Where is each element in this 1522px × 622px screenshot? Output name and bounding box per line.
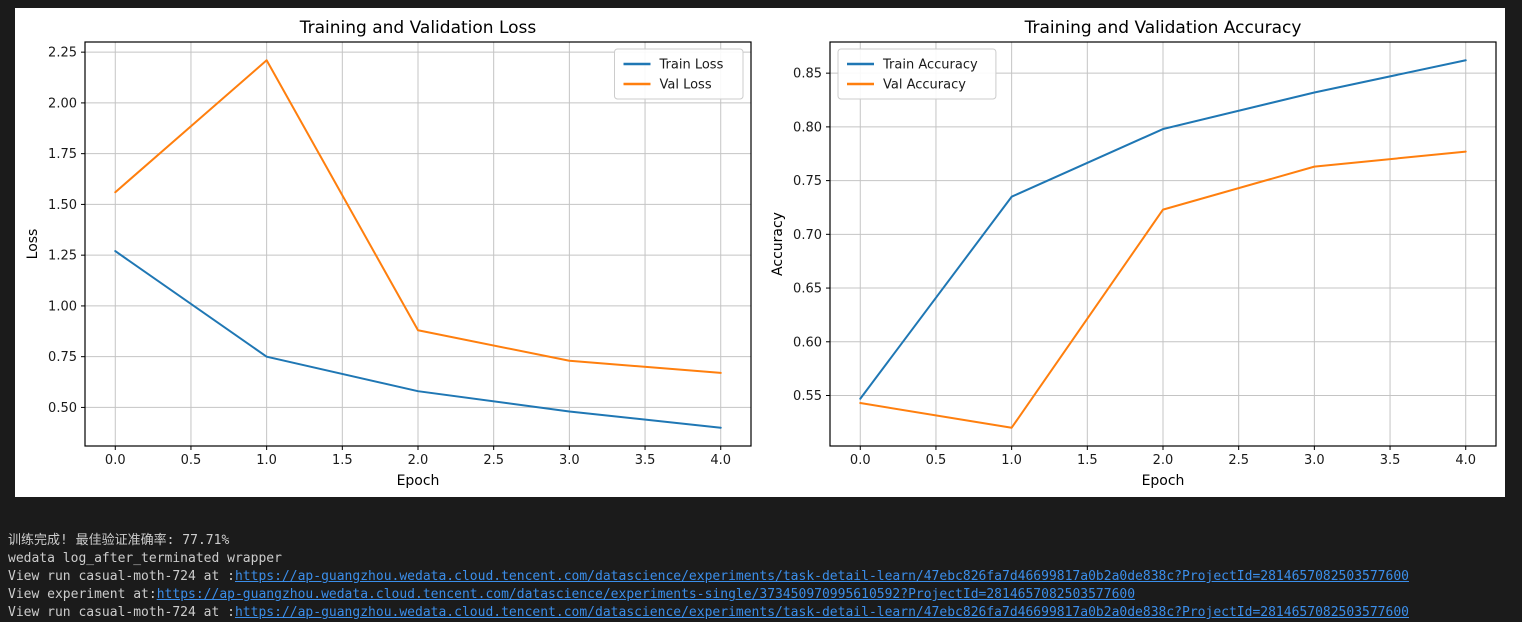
legend: Train Loss Val Loss <box>614 48 744 100</box>
experiment-link[interactable]: https://ap-guangzhou.wedata.cloud.tencen… <box>156 587 1136 602</box>
legend: Train Accuracy Val Accuracy <box>837 48 997 100</box>
y-tick-label: 1.00 <box>48 299 77 314</box>
y-tick-label: 0.80 <box>793 120 822 135</box>
x-tick-label: 1.0 <box>256 453 277 468</box>
legend-label: Val Accuracy <box>883 78 966 93</box>
x-tick-label: 2.5 <box>1228 453 1249 468</box>
legend-box <box>614 48 744 100</box>
terminal-output: 训练完成! 最佳验证准确率: 77.71% wedata log_after_t… <box>8 532 1522 622</box>
y-tick-label: 1.75 <box>48 147 77 162</box>
loss-chart: 0.0 0.5 1.0 1.5 2.0 2.5 3.0 3.5 4.0 0.50 0.75 1.00 1… <box>15 8 760 497</box>
series-line-train-accuracy <box>859 59 1467 400</box>
x-tick-label: 3.5 <box>635 453 656 468</box>
y-tick-label: 0.50 <box>48 401 77 416</box>
x-tick-label: 2.5 <box>483 453 504 468</box>
x-tick-label: 0.5 <box>926 453 947 468</box>
chart-title: Training and Validation Accuracy <box>1024 18 1302 38</box>
y-tick-label: 0.65 <box>793 282 822 297</box>
y-tick-label: 1.25 <box>48 249 77 264</box>
x-tick-label: 3.5 <box>1380 453 1401 468</box>
y-tick-label: 2.25 <box>48 46 77 61</box>
x-tick-label: 0.0 <box>105 453 126 468</box>
x-tick-label: 3.0 <box>1304 453 1325 468</box>
x-tick-label: 1.5 <box>1077 453 1098 468</box>
x-tick-label: 2.0 <box>1153 453 1174 468</box>
tick-marks <box>826 72 1467 450</box>
terminal-line-run: View run casual-moth-724 at :https://ap-… <box>8 568 1522 586</box>
tick-labels: 0.0 0.5 1.0 1.5 2.0 2.5 3.0 3.5 4.0 0.50 0.75 1.00 1… <box>48 46 731 468</box>
y-tick-label: 0.70 <box>793 228 822 243</box>
y-axis-label: Loss <box>25 229 41 260</box>
partial-line-prefix: View run casual-moth-724 at : <box>8 605 235 620</box>
series-line-train-loss <box>114 250 722 429</box>
terminal-line-status: 训练完成! 最佳验证准确率: 77.71% <box>8 533 230 548</box>
legend-box <box>837 48 997 100</box>
x-tick-label: 4.0 <box>710 453 731 468</box>
grid <box>85 42 751 446</box>
legend-label: Val Loss <box>660 78 712 93</box>
y-tick-label: 1.50 <box>48 198 77 213</box>
experiment-link-prefix: View experiment at: <box>8 587 157 602</box>
x-tick-label: 1.5 <box>332 453 353 468</box>
x-tick-label: 4.0 <box>1455 453 1476 468</box>
y-axis-label: Accuracy <box>770 212 786 276</box>
y-tick-label: 2.00 <box>48 96 77 111</box>
legend-label: Train Accuracy <box>882 58 978 73</box>
y-tick-label: 0.75 <box>48 350 77 365</box>
terminal-line-partial: View run casual-moth-724 at :https://ap-… <box>8 604 1522 622</box>
terminal-line-experiment: View experiment at:https://ap-guangzhou.… <box>8 586 1522 604</box>
y-tick-label: 0.55 <box>793 389 822 404</box>
x-axis-label: Epoch <box>1142 473 1185 489</box>
run-link[interactable]: https://ap-guangzhou.wedata.cloud.tencen… <box>234 569 1409 584</box>
x-axis-label: Epoch <box>397 473 440 489</box>
tick-labels: 0.0 0.5 1.0 1.5 2.0 2.5 3.0 3.5 4.0 0.55 0.60 0.65 0… <box>793 67 1476 468</box>
run-link-prefix: View run casual-moth-724 at : <box>8 569 235 584</box>
series-line-val-accuracy <box>859 150 1467 429</box>
x-tick-label: 2.0 <box>408 453 429 468</box>
x-tick-label: 0.0 <box>850 453 871 468</box>
accuracy-chart: 0.0 0.5 1.0 1.5 2.0 2.5 3.0 3.5 4.0 0.55 0.60 0.65 0… <box>760 8 1505 497</box>
tick-marks <box>81 51 722 450</box>
x-tick-label: 1.0 <box>1001 453 1022 468</box>
accuracy-chart-svg: 0.0 0.5 1.0 1.5 2.0 2.5 3.0 3.5 4.0 0.55 0.60 0.65 0… <box>770 18 1497 489</box>
y-tick-label: 0.85 <box>793 67 822 82</box>
x-tick-label: 0.5 <box>181 453 202 468</box>
series-line-val-loss <box>114 59 722 374</box>
loss-chart-svg: 0.0 0.5 1.0 1.5 2.0 2.5 3.0 3.5 4.0 0.50 0.75 1.00 1… <box>25 18 752 489</box>
x-tick-label: 3.0 <box>559 453 580 468</box>
chart-title: Training and Validation Loss <box>299 18 537 38</box>
figure-panel: 0.0 0.5 1.0 1.5 2.0 2.5 3.0 3.5 4.0 0.50 0.75 1.00 1… <box>15 8 1505 497</box>
terminal-line-wrapper: wedata log_after_terminated wrapper <box>8 551 282 566</box>
grid <box>830 42 1496 446</box>
partial-run-link[interactable]: https://ap-guangzhou.wedata.cloud.tencen… <box>234 605 1409 620</box>
legend-label: Train Loss <box>659 58 724 73</box>
y-tick-label: 0.60 <box>793 335 822 350</box>
y-tick-label: 0.75 <box>793 174 822 189</box>
